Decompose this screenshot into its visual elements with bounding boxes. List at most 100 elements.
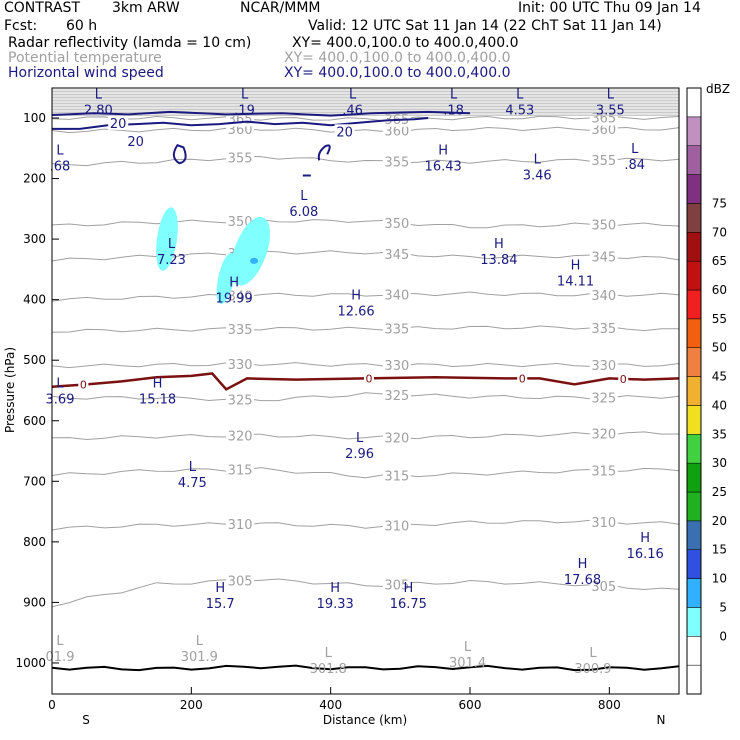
field-reflectivity-xy: XY= 400.0,100.0 to 400.0,400.0 <box>292 35 519 51</box>
colorbar-swatch <box>686 318 702 348</box>
theta-label-bg <box>589 464 618 479</box>
theta-label-345: 345 <box>384 248 409 263</box>
colorbar-level-label: 5 <box>719 600 727 614</box>
theta-label-340: 340 <box>384 288 409 303</box>
colorbar-level-label: 55 <box>712 312 727 326</box>
extremum-value: .19 <box>234 104 255 119</box>
valid-time: Valid: 12 UTC Sat 11 Jan 14 (22 ChT Sat … <box>308 18 662 34</box>
x-tick-label: 600 <box>459 698 482 712</box>
wind-label-bg <box>108 115 129 130</box>
theta-contour-310 <box>51 519 680 531</box>
theta-label-320: 320 <box>228 430 253 445</box>
colorbar-swatch <box>686 174 702 204</box>
extremum-value: .68 <box>50 159 71 174</box>
theta-label-340: 340 <box>591 289 616 304</box>
freezing-label-bg <box>517 372 528 384</box>
theta-label-325: 325 <box>591 391 616 406</box>
wind-label-bg <box>334 124 355 139</box>
colorbar-swatch <box>686 520 702 550</box>
theta-label-350: 350 <box>384 217 409 232</box>
colorbar-level-label: 40 <box>712 398 727 412</box>
theta-label-bg <box>589 288 618 303</box>
extremum-value: 2.80 <box>84 104 113 119</box>
reflectivity-cell-east <box>231 216 270 286</box>
reflectivity-cell-east-lower <box>216 252 236 304</box>
theta-low-value: 301.8 <box>310 662 347 677</box>
colorbar-swatch <box>686 145 702 175</box>
extremum-low-marker: L <box>189 460 197 475</box>
freezing-level-contour: 0 0 0 0 <box>51 372 680 392</box>
field-wind-xy: XY= 400.0,100.0 to 400.0,400.0 <box>284 65 511 81</box>
y-tick-label: 900 <box>23 595 46 609</box>
extremum-low-marker: L <box>516 88 524 103</box>
freezing-label-bg <box>363 372 374 384</box>
theta-contour-300 <box>51 664 680 672</box>
theta-label-340: 340 <box>228 289 253 304</box>
theta-label-bg <box>226 517 255 532</box>
theta-contour-365 <box>51 115 680 122</box>
plot-area <box>52 88 679 694</box>
theta-label-360: 360 <box>591 123 616 138</box>
theta-label-bg <box>589 579 618 594</box>
colorbar-level-label: 25 <box>712 485 727 499</box>
theta-low-value: 301.9 <box>181 650 218 665</box>
theta-label-355: 355 <box>228 152 253 167</box>
extremum-low-marker: L <box>241 88 249 103</box>
theta-label-bg <box>226 393 255 408</box>
freezing-label-bg <box>78 378 89 390</box>
theta-contour-325 <box>51 392 680 402</box>
colorbar-level-label: 50 <box>712 341 727 355</box>
wind-label-bg <box>125 134 146 149</box>
y-tick-label: 600 <box>23 414 46 428</box>
colorbar-swatch <box>686 607 702 637</box>
theta-label-bg <box>382 247 411 262</box>
extremum-value: 4.75 <box>178 476 207 491</box>
theta-contour-315 <box>51 467 680 479</box>
extremum-value: 16.75 <box>390 597 427 612</box>
theta-low-marker: L <box>56 634 64 649</box>
colorbar-swatch <box>686 232 702 262</box>
theta-label-335: 335 <box>591 322 616 337</box>
theta-label-315: 315 <box>591 464 616 479</box>
extremum-value: 4.53 <box>505 104 534 119</box>
y-tick-label: 800 <box>23 535 46 549</box>
theta-label-bg <box>226 151 255 166</box>
dense-theta-band <box>52 89 679 116</box>
colorbar-level-label: 60 <box>712 283 727 297</box>
freezing-label-bg <box>618 372 629 384</box>
extremum-high-marker: H <box>351 289 361 304</box>
theta-label-bg <box>382 124 411 139</box>
colorbar-level-label: 65 <box>712 254 727 268</box>
extremum-value: 7.23 <box>157 253 186 268</box>
colorbar-swatch <box>686 491 702 522</box>
extremum-value: 19.99 <box>216 291 253 306</box>
theta-label-bg <box>382 216 411 231</box>
chart-title: CONTRAST <box>4 0 80 16</box>
theta-low-value: 01.9 <box>46 650 75 665</box>
theta-label-305: 305 <box>228 574 253 589</box>
theta-label-bg <box>226 123 255 138</box>
y-axis-label: Pressure (hPa) <box>3 347 17 433</box>
theta-label-305: 305 <box>591 580 616 595</box>
extremum-value: 15.7 <box>206 597 235 612</box>
colorbar-level-label: 30 <box>712 456 727 470</box>
theta-label-310: 310 <box>591 516 616 531</box>
theta-label-bg <box>382 578 411 593</box>
plot-frame <box>51 87 680 695</box>
theta-label-330: 330 <box>591 359 616 374</box>
extremum-high-marker: H <box>229 275 239 290</box>
theta-label-bg <box>226 463 255 478</box>
theta-label-bg <box>589 154 618 169</box>
theta-label-bg <box>382 155 411 170</box>
colorbar-level-label: 70 <box>712 225 727 239</box>
theta-label-320: 320 <box>384 431 409 446</box>
theta-label-bg <box>226 289 255 304</box>
wind-contour-label: 20 <box>336 125 353 140</box>
colorbar-swatch <box>686 549 702 579</box>
extremum-high-marker: H <box>571 258 581 273</box>
extremum-value: .84 <box>624 158 645 173</box>
extremum-value: 13.84 <box>480 253 517 268</box>
colorbar-swatch <box>686 462 702 493</box>
extremum-high-marker: H <box>494 237 504 252</box>
